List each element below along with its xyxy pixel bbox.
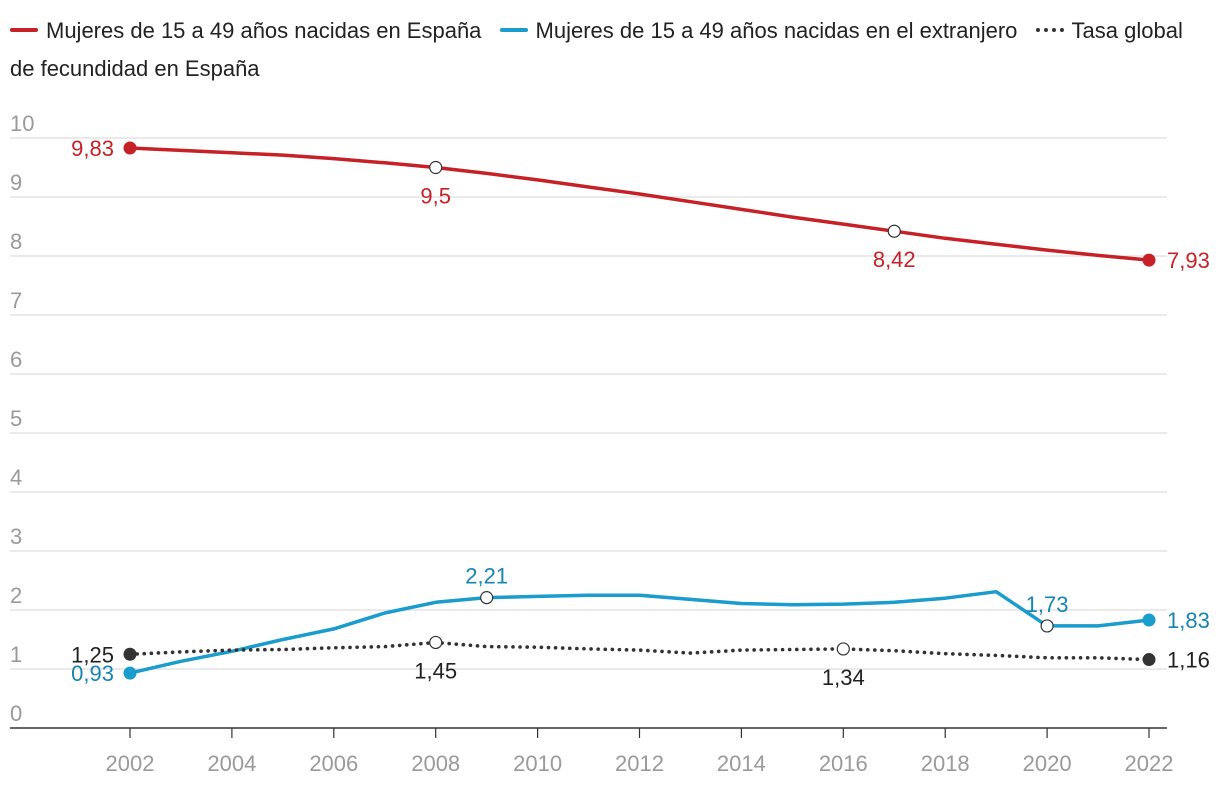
series-line-espana [128, 146, 1151, 262]
data-label-tasa-2016: 1,34 [822, 665, 865, 690]
legend-swatch-espana [10, 28, 38, 33]
x-tick-label-2018: 2018 [921, 751, 970, 776]
legend-item-espana: Mujeres de 15 a 49 años nacidas en Españ… [10, 18, 481, 43]
marker-tasa-2008 [429, 635, 443, 650]
marker-tasa-2022 [1142, 653, 1156, 667]
marker-tasa-2002 [123, 647, 137, 661]
marker-extranjero-2022 [1142, 613, 1156, 627]
y-tick-label-6: 6 [10, 347, 22, 372]
y-tick-label-7: 7 [10, 288, 22, 313]
y-tick-label-3: 3 [10, 524, 22, 549]
y-tick-label-8: 8 [10, 229, 22, 254]
x-tick-label-2004: 2004 [207, 751, 256, 776]
x-tick-label-2014: 2014 [717, 751, 766, 776]
series-line-tasa [128, 640, 1151, 662]
marker-espana-2008 [429, 160, 443, 175]
marker-espana-2022 [1142, 253, 1156, 267]
x-tick-label-2006: 2006 [309, 751, 358, 776]
y-tick-label-10: 10 [10, 111, 34, 136]
x-tick-label-2022: 2022 [1125, 751, 1174, 776]
x-tick-label-2002: 2002 [106, 751, 155, 776]
marker-espana-2017 [887, 224, 901, 238]
y-tick-label-0: 0 [10, 701, 22, 726]
x-tick-label-2008: 2008 [411, 751, 460, 776]
data-label-espana-2022: 7,93 [1167, 248, 1210, 273]
data-label-espana-2002: 9,83 [71, 136, 114, 161]
series-line-extranjero [128, 589, 1151, 675]
marker-extranjero-2020 [1040, 619, 1054, 633]
x-tick-label-2010: 2010 [513, 751, 562, 776]
marker-extranjero-2002 [123, 666, 137, 680]
y-tick-label-1: 1 [10, 642, 22, 667]
data-label-tasa-2022: 1,16 [1167, 648, 1210, 673]
data-label-extranjero-2009: 2,21 [465, 564, 508, 589]
y-tick-label-4: 4 [10, 465, 22, 490]
legend-swatch-tasa [1035, 28, 1064, 33]
marker-espana-2002 [123, 141, 137, 155]
x-tick-label-2020: 2020 [1023, 751, 1072, 776]
x-tick-label-2016: 2016 [819, 751, 868, 776]
data-label-extranjero-2022: 1,83 [1167, 608, 1210, 633]
y-tick-label-5: 5 [10, 406, 22, 431]
y-tick-label-9: 9 [10, 170, 22, 195]
data-label-espana-2008: 9,5 [420, 184, 451, 209]
data-label-extranjero-2002: 0,93 [71, 661, 114, 686]
x-tick-label-2012: 2012 [615, 751, 664, 776]
legend-label-tasa: Tasa global de fecundidad en España [10, 18, 1183, 81]
data-label-extranjero-2020: 1,73 [1026, 592, 1069, 617]
legend-item-tasa: Tasa global de fecundidad en España [10, 18, 1183, 81]
data-label-espana-2017: 8,42 [873, 247, 916, 272]
legend-item-extranjero: Mujeres de 15 a 49 años nacidas en el ex… [499, 18, 1018, 43]
data-label-tasa-2008: 1,45 [414, 658, 457, 683]
marker-extranjero-2009 [480, 591, 494, 605]
marker-tasa-2016 [836, 642, 850, 656]
data-label-tasa-2002: 1,25 [71, 642, 114, 667]
legend-label-extranjero: Mujeres de 15 a 49 años nacidas en el ex… [535, 18, 1018, 43]
chart-legend: Mujeres de 15 a 49 años nacidas en Españ… [10, 12, 1210, 88]
y-tick-label-2: 2 [10, 583, 22, 608]
legend-swatch-extranjero [499, 28, 528, 33]
legend-label-espana: Mujeres de 15 a 49 años nacidas en Españ… [46, 18, 482, 43]
